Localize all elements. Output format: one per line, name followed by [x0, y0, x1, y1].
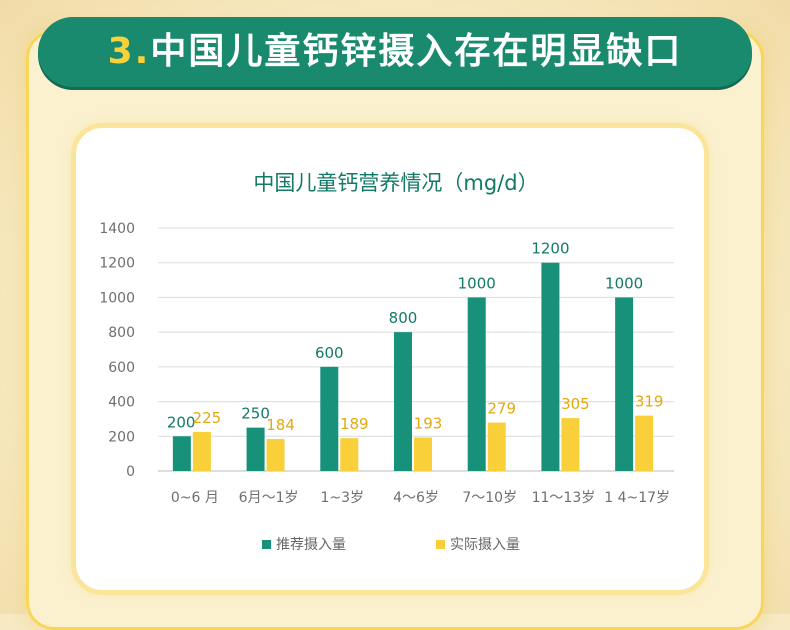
headline-text: 中国儿童钙锌摄入存在明显缺口: [150, 31, 683, 72]
recommended-bar: [172, 436, 191, 471]
x-tick-label: 11～13岁: [532, 490, 596, 506]
recommended-value-label: 1000: [458, 274, 496, 292]
actual-bar: [340, 438, 359, 471]
y-tick-label: 1200: [99, 256, 135, 272]
actual-value-label: 279: [487, 400, 516, 418]
actual-bar: [635, 415, 654, 471]
actual-bar: [487, 422, 506, 471]
legend: 推荐摄入量 实际摄入量: [262, 537, 520, 553]
x-tick-label: 1~3岁: [321, 490, 365, 506]
y-tick-label: 400: [108, 395, 135, 411]
actual-value-label: 189: [340, 415, 369, 433]
actual-value-label: 184: [266, 416, 295, 434]
y-tick-label: 600: [108, 360, 135, 376]
headline: 3.中国儿童钙锌摄入存在明显缺口: [38, 17, 752, 87]
x-tick-label: 7～10岁: [462, 490, 517, 506]
recommended-bar: [541, 262, 560, 471]
legend-label: 推荐摄入量: [276, 537, 346, 553]
actual-bar: [561, 418, 580, 471]
recommended-value-label: 600: [315, 344, 344, 362]
recommended-value-label: 250: [241, 405, 270, 423]
x-tick-label: 0~6 月: [171, 490, 219, 506]
x-tick-label: 4～6岁: [393, 490, 439, 506]
y-tick-label: 0: [126, 464, 135, 480]
legend-swatch: [436, 540, 445, 549]
y-tick-label: 200: [108, 429, 135, 445]
actual-value-label: 225: [193, 409, 222, 427]
recommended-value-label: 1000: [605, 274, 643, 292]
chart-card: [76, 128, 704, 590]
actual-bar: [266, 439, 285, 471]
y-tick-label: 1400: [99, 221, 135, 237]
recommended-bar: [394, 332, 412, 471]
calcium-chart: 中国儿童钙营养情况（mg/d） 0 200 400 600 800 1000 1200 140…: [99, 171, 674, 553]
recommended-bar: [615, 297, 634, 471]
actual-value-label: 319: [635, 393, 664, 411]
recommended-value-label: 800: [389, 309, 418, 327]
x-tick-label: 6月～1岁: [239, 490, 299, 506]
recommended-bar: [320, 366, 339, 471]
y-tick-label: 800: [108, 325, 135, 341]
actual-value-label: 193: [414, 415, 443, 433]
actual-bar: [192, 431, 211, 471]
y-tick-label: 1000: [99, 290, 135, 306]
recommended-bar: [467, 297, 486, 471]
actual-value-label: 305: [561, 395, 590, 413]
headline-number: 3.: [107, 31, 151, 72]
legend-swatch: [262, 540, 271, 549]
y-axis: 0 200 400 600 800 1000 1200 1400: [99, 221, 135, 480]
actual-bar: [414, 437, 432, 471]
headline-banner: 3.中国儿童钙锌摄入存在明显缺口: [38, 17, 752, 87]
recommended-value-label: 200: [167, 413, 196, 431]
legend-label: 实际摄入量: [450, 537, 520, 553]
chart-title: 中国儿童钙营养情况（mg/d）: [253, 171, 538, 195]
chart-grid: [158, 227, 674, 472]
x-axis: 0~6 月 6月～1岁 1~3岁 4～6岁 7～10岁 11～13岁 1 4~17岁: [171, 490, 670, 506]
x-tick-label: 1 4~17岁: [604, 490, 670, 506]
recommended-bar: [246, 427, 265, 471]
recommended-value-label: 1200: [531, 240, 569, 258]
